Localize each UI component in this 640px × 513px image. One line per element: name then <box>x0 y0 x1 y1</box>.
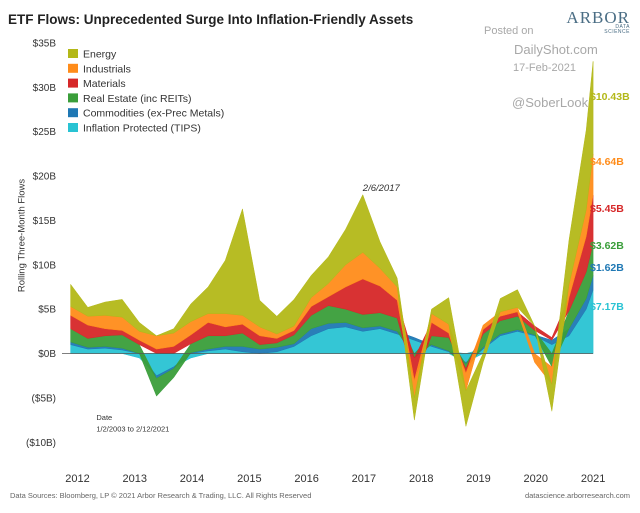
y-tick-label: $0B <box>38 349 56 360</box>
watermark-handle: @SoberLook <box>512 95 589 110</box>
series-end-label: $1.62B <box>590 262 624 274</box>
series-end-label: $7.17B <box>590 301 624 313</box>
series-area-5 <box>70 61 594 427</box>
legend-label: Energy <box>83 49 117 61</box>
x-axis: 2012 2013 2014 2015 2016 2017 2018 2019 2020 2021 <box>65 473 605 485</box>
y-tick-label: $25B <box>33 127 57 138</box>
legend-swatch <box>68 123 78 132</box>
brand-subtitle: DATA SCIENCE <box>604 24 630 35</box>
brand-logo: ARBOR <box>566 8 630 27</box>
y-tick-label: ($5B) <box>32 393 56 404</box>
y-tick-label: $30B <box>33 83 57 94</box>
x-tick-label: 2015 <box>237 473 261 485</box>
y-tick-label: $15B <box>33 216 57 227</box>
annotation-text: 1/2/2003 to 2/12/2021 <box>96 425 169 434</box>
annotation-text: Date <box>96 413 112 422</box>
x-tick-label: 2016 <box>294 473 318 485</box>
series-end-label: $3.62B <box>590 240 624 252</box>
y-tick-label: $20B <box>33 172 57 183</box>
legend-label: Commodities (ex-Prec Metals) <box>83 108 224 120</box>
x-tick-label: 2021 <box>581 473 605 485</box>
y-tick-label: $10B <box>33 260 57 271</box>
legend-swatch <box>68 63 78 73</box>
x-tick-label: 2012 <box>65 473 89 485</box>
y-axis: $35B $30B $25B $20B $15B $10B $5B $0B ($5B) ($10B… <box>26 39 56 449</box>
end-labels: $7.17B $1.62B $3.62B $5.45B $4.64B $10.43B <box>590 91 630 313</box>
legend-label: Real Estate (inc REITs) <box>83 93 192 105</box>
annotations: 2/6/2017 Date 1/2/2003 to 2/12/2021 <box>96 183 400 433</box>
legend-label: Industrials <box>83 63 131 75</box>
series-end-label: $5.45B <box>590 203 624 215</box>
series-end-label: $10.43B <box>590 91 630 103</box>
chart-title: ETF Flows: Unprecedented Surge Into Infl… <box>8 12 414 27</box>
x-tick-label: 2020 <box>524 473 548 485</box>
legend-swatch <box>68 78 78 88</box>
x-tick-label: 2013 <box>123 473 147 485</box>
footer-source: Data Sources: Bloomberg, LP © 2021 Arbor… <box>10 491 312 500</box>
x-tick-label: 2014 <box>180 473 204 485</box>
y-tick-label: $5B <box>38 305 56 316</box>
y-tick-label: ($10B) <box>26 438 56 449</box>
x-tick-label: 2018 <box>409 473 433 485</box>
y-tick-label: $35B <box>33 39 57 50</box>
watermark-posted-on: Posted on <box>484 25 534 37</box>
watermark-site: DailyShot.com <box>514 42 598 57</box>
legend-swatch <box>68 49 78 58</box>
watermark-date: 17-Feb-2021 <box>513 62 576 74</box>
annotation-text: 2/6/2017 <box>362 183 401 194</box>
x-tick-label: 2017 <box>352 473 376 485</box>
series-end-label: $4.64B <box>590 156 624 168</box>
legend-swatch <box>68 108 78 118</box>
footer-site: datascience.arborresearch.com <box>524 491 630 500</box>
legend-label: Inflation Protected (TIPS) <box>83 123 201 135</box>
legend: Energy Industrials Materials Real Estate (i… <box>68 49 224 135</box>
legend-swatch <box>68 93 78 103</box>
x-tick-label: 2019 <box>466 473 490 485</box>
legend-label: Materials <box>83 78 126 90</box>
